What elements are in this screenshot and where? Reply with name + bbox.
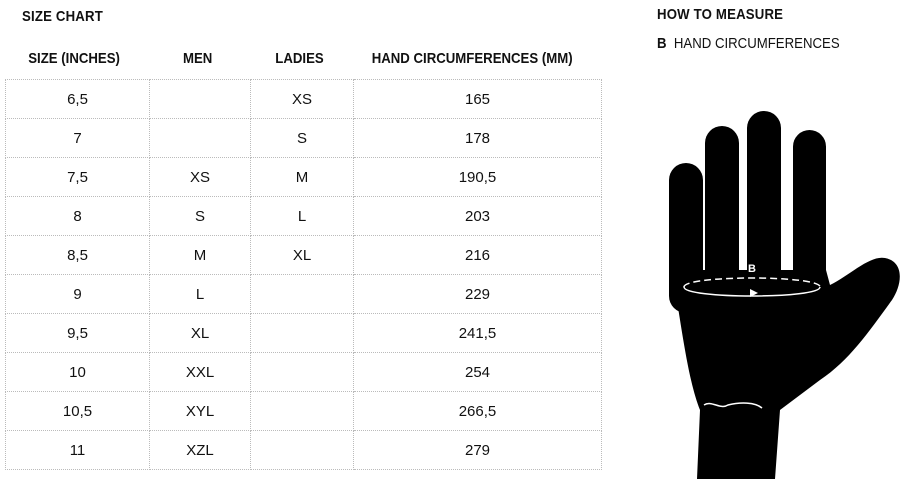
table-cell: 165 xyxy=(353,79,602,119)
how-to-measure-title: HOW TO MEASURE xyxy=(657,6,784,23)
table-cell: 7 xyxy=(5,118,150,158)
table-cell xyxy=(149,118,251,158)
size-table: 6,5 XS 165 7 S 178 7,5 XS M 190,5 8 S L 203 8,5 M XL 216 9… xyxy=(5,79,602,470)
col-header-men: MEN xyxy=(183,50,213,67)
measure-marker: B xyxy=(748,263,756,275)
arrow-icon xyxy=(750,289,758,297)
table-cell xyxy=(250,274,354,314)
table-row: 7,5 XS M 190,5 xyxy=(5,157,602,197)
table-cell xyxy=(250,313,354,353)
table-cell: 11 xyxy=(5,430,150,470)
table-cell: M xyxy=(250,157,354,197)
table-cell: XXL xyxy=(149,352,251,392)
palm xyxy=(672,257,900,479)
index-finger xyxy=(793,130,826,300)
table-cell: XYL xyxy=(149,391,251,431)
measure-dashed xyxy=(683,277,821,288)
table-row: 8 S L 203 xyxy=(5,196,602,236)
table-cell: 10,5 xyxy=(5,391,150,431)
wrist-line xyxy=(703,402,763,409)
ring-finger xyxy=(705,126,739,296)
table-cell: 279 xyxy=(353,430,602,470)
table-row: 6,5 XS 165 xyxy=(5,79,602,119)
table-cell: S xyxy=(250,118,354,158)
table-cell: 216 xyxy=(353,235,602,275)
table-cell: 203 xyxy=(353,196,602,236)
col-header-circumference: HAND CIRCUMFERENCES (MM) xyxy=(371,50,573,67)
table-cell xyxy=(250,430,354,470)
table-row: 9,5 XL 241,5 xyxy=(5,313,602,353)
table-cell xyxy=(149,79,251,119)
measure-legend: B HAND CIRCUMFERENCES xyxy=(657,35,840,52)
table-cell: XS xyxy=(149,157,251,197)
table-cell: XS xyxy=(250,79,354,119)
table-cell: XZL xyxy=(149,430,251,470)
col-header-ladies: LADIES xyxy=(275,50,324,67)
table-cell: 7,5 xyxy=(5,157,150,197)
measure-label: HAND CIRCUMFERENCES xyxy=(673,35,840,52)
table-cell: 6,5 xyxy=(5,79,150,119)
table-cell: XL xyxy=(250,235,354,275)
measure-key: B xyxy=(657,35,667,52)
table-row: 10,5 XYL 266,5 xyxy=(5,391,602,431)
table-cell: 8 xyxy=(5,196,150,236)
table-row: 8,5 M XL 216 xyxy=(5,235,602,275)
table-row: 7 S 178 xyxy=(5,118,602,158)
table-cell: XL xyxy=(149,313,251,353)
table-cell: 190,5 xyxy=(353,157,602,197)
table-row: 11 XZL 279 xyxy=(5,430,602,470)
table-cell: 266,5 xyxy=(353,391,602,431)
size-chart-title: SIZE CHART xyxy=(22,8,103,25)
table-cell: M xyxy=(149,235,251,275)
table-cell: S xyxy=(149,196,251,236)
col-header-size: SIZE (INCHES) xyxy=(28,50,120,67)
table-cell: 10 xyxy=(5,352,150,392)
table-cell: 241,5 xyxy=(353,313,602,353)
middle-finger xyxy=(747,111,781,291)
